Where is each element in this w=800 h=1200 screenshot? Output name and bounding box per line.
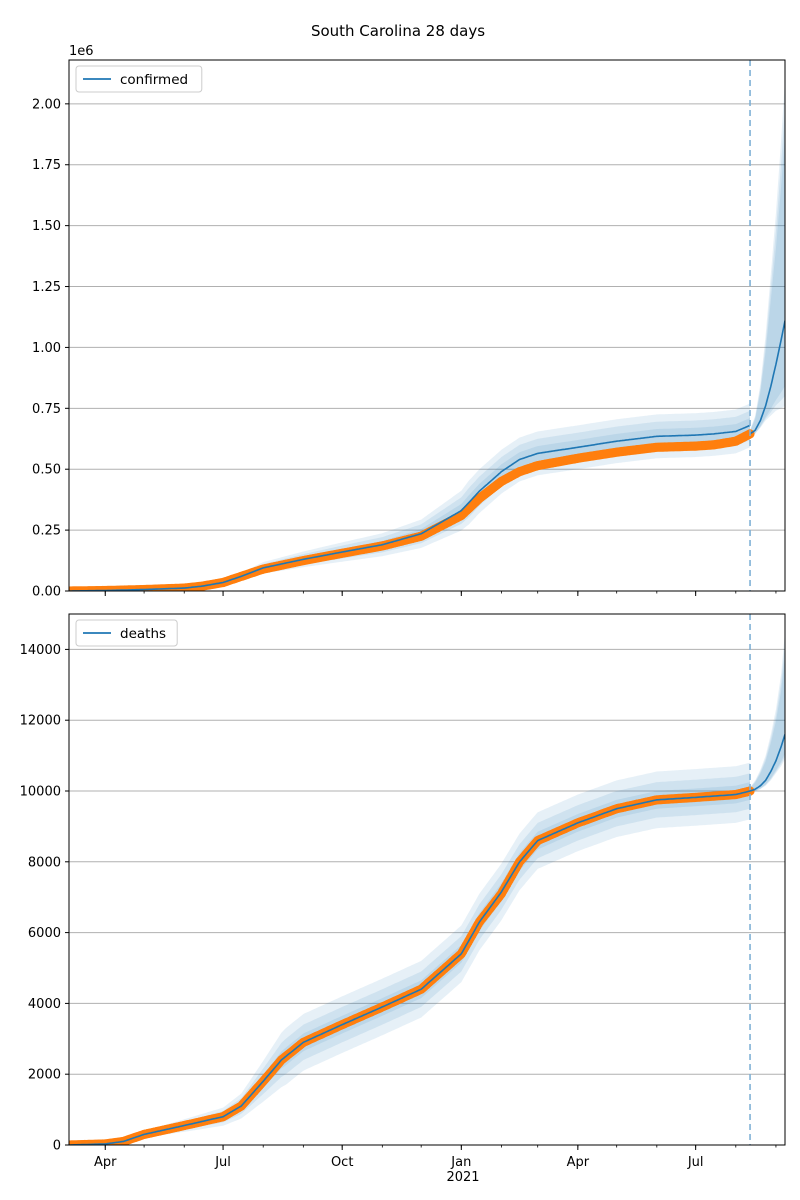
x-tick-label: Jan <box>450 1155 471 1170</box>
uncertainty-band <box>69 655 785 1145</box>
uncertainty-band <box>69 79 785 591</box>
axes-frame <box>68 59 786 592</box>
uncertainty-band <box>69 643 785 1145</box>
y-tick-label: 0.00 <box>32 585 61 600</box>
y-tick-label: 0.50 <box>32 463 61 478</box>
y-offset-label: 1e6 <box>69 44 94 59</box>
model-line <box>69 790 751 1145</box>
y-tick-label: 0.75 <box>32 402 61 417</box>
legend-box <box>75 65 203 93</box>
x-year-label: 2021 <box>446 1170 479 1185</box>
plot-body <box>69 631 785 1145</box>
x-tick-label: Oct <box>331 1155 353 1170</box>
forecast-line <box>749 734 785 792</box>
figure-title: South Carolina 28 days <box>311 22 485 40</box>
plot-body <box>69 79 785 591</box>
legend-label: confirmed <box>120 72 188 88</box>
y-tick-label: 8000 <box>28 855 61 870</box>
x-tick-label: Apr <box>94 1155 117 1170</box>
y-tick-label: 2000 <box>28 1068 61 1083</box>
x-tick-label: Jul <box>687 1155 704 1170</box>
y-tick-label: 1.75 <box>32 158 61 173</box>
legend-box <box>75 619 178 647</box>
y-tick-label: 1.25 <box>32 280 61 295</box>
model-line <box>69 424 751 591</box>
deaths-panel: 0 2000 4000 6000 8000 10000 12000 14000 Apr Jul Oc… <box>20 613 786 1170</box>
forecast-line <box>749 320 785 435</box>
confirmed-panel: 0.00 0.25 0.50 0.75 1.00 1.25 1.50 1.75 2.00 1e6 c… <box>32 44 786 600</box>
y-tick-label: 14000 <box>20 643 61 658</box>
y-tick-label: 1.00 <box>32 341 61 356</box>
uncertainty-band <box>69 631 785 1145</box>
y-tick-label: 4000 <box>28 997 61 1012</box>
legend-label: deaths <box>120 626 166 642</box>
x-tick-label: Jul <box>214 1155 231 1170</box>
y-tick-label: 0 <box>53 1139 61 1154</box>
y-tick-label: 10000 <box>20 785 61 800</box>
x-tick-label: Apr <box>567 1155 590 1170</box>
y-tick-label: 12000 <box>20 714 61 729</box>
y-tick-label: 2.00 <box>32 97 61 112</box>
axes-frame <box>68 613 786 1146</box>
y-tick-label: 1.50 <box>32 219 61 234</box>
y-tick-label: 6000 <box>28 926 61 941</box>
y-tick-label: 0.25 <box>32 524 61 539</box>
